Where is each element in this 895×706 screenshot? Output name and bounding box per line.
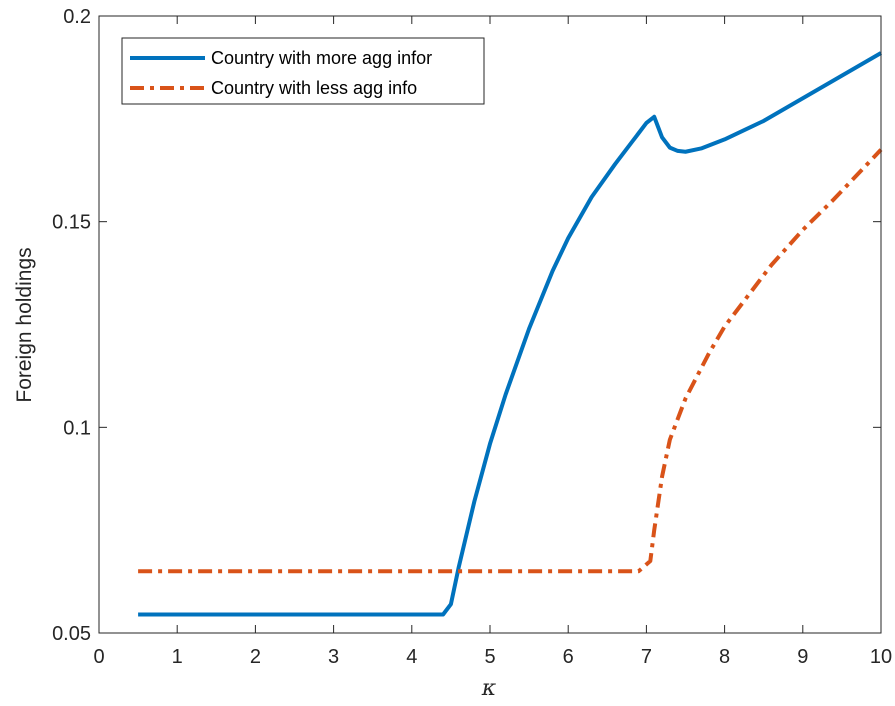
- legend-box: [121, 37, 485, 105]
- series-line-0: [138, 51, 883, 617]
- series-line-1: [138, 148, 883, 574]
- x-axis-label: κ: [481, 676, 497, 701]
- x-tick-label: 6: [563, 646, 574, 668]
- y-tick-label: 0.15: [52, 212, 91, 234]
- x-tick-label: 9: [797, 646, 808, 668]
- y-axis-label: Foreign holdings: [13, 247, 36, 402]
- x-tick-label: 10: [870, 646, 892, 668]
- x-tick-label: 7: [641, 646, 652, 668]
- legend: Country with more agg infor Country with…: [121, 37, 485, 105]
- x-tick-label: 8: [719, 646, 730, 668]
- x-tick-label: 4: [406, 646, 417, 668]
- x-tick-label: 1: [172, 646, 183, 668]
- y-tick-label: 0.1: [63, 417, 91, 439]
- legend-label-more-agg-info: Country with more agg infor: [211, 48, 432, 68]
- x-tick-label: 2: [250, 646, 261, 668]
- ticks-layer: 0 1 2 3 4 5 6 7 8 9 10 0.05 0.1 0.15 0.2: [52, 6, 892, 668]
- x-tick-label: 3: [328, 646, 339, 668]
- y-tick-label: 0.05: [52, 623, 91, 645]
- x-tick-label: 5: [484, 646, 495, 668]
- plot-background: [99, 16, 881, 633]
- series-layer: [138, 51, 883, 617]
- legend-label-less-agg-info: Country with less agg info: [211, 78, 417, 98]
- x-tick-label: 0: [93, 646, 104, 668]
- y-tick-label: 0.2: [63, 6, 91, 28]
